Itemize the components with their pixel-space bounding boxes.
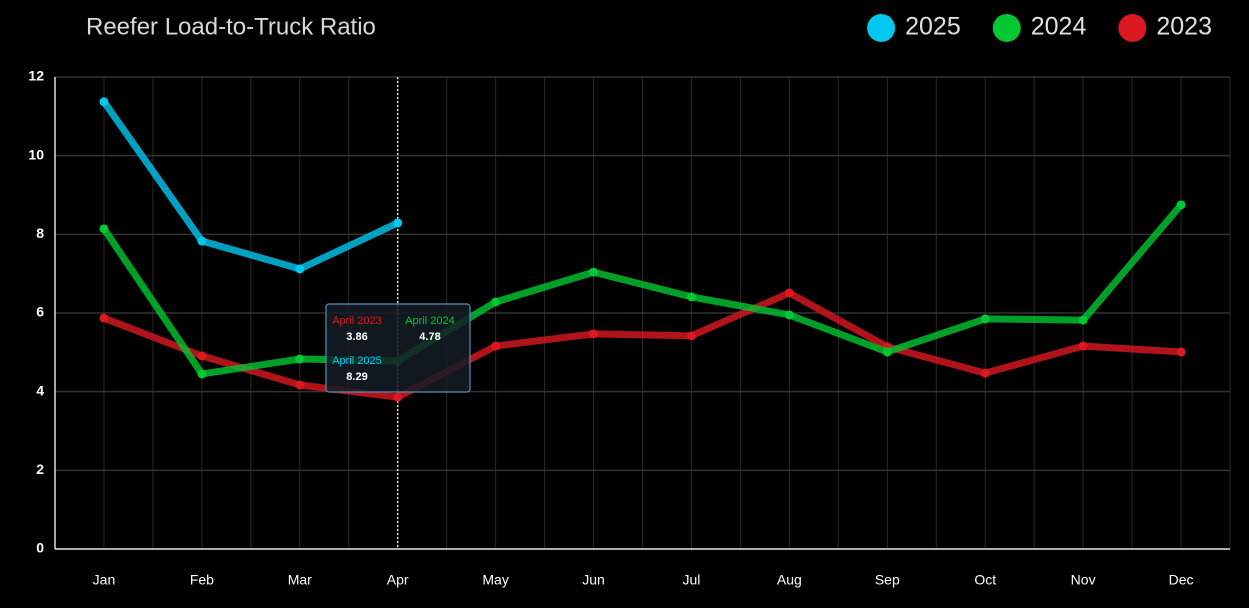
series-point xyxy=(99,224,109,234)
tooltip-label: April 2023 xyxy=(332,315,382,327)
series-point xyxy=(1176,200,1186,210)
legend-label: 2024 xyxy=(1031,13,1087,41)
series-point xyxy=(686,292,696,302)
y-tick-label: 0 xyxy=(36,540,44,556)
y-tick-label: 10 xyxy=(28,146,44,162)
legend-label: 2025 xyxy=(905,13,961,41)
series-line xyxy=(100,98,402,273)
y-tick-label: 4 xyxy=(36,382,44,398)
y-tick-label: 6 xyxy=(36,304,44,320)
series-point xyxy=(295,264,305,274)
tooltip-label: April 2025 xyxy=(332,355,382,367)
x-tick-label: Mar xyxy=(288,572,312,588)
legend-marker xyxy=(867,14,896,42)
x-tick-label: Apr xyxy=(387,572,409,588)
y-tick-label: 2 xyxy=(36,461,44,477)
legend-label: 2023 xyxy=(1156,13,1212,41)
series-line xyxy=(100,289,1185,401)
x-tick-label: Aug xyxy=(777,572,802,588)
series-point xyxy=(393,392,403,402)
tooltip-value: 4.78 xyxy=(419,331,440,343)
tooltip-value: 3.86 xyxy=(346,331,367,343)
series-point xyxy=(197,236,207,246)
series-point xyxy=(1176,347,1186,357)
legend-marker xyxy=(1118,14,1147,42)
series-point xyxy=(393,218,403,228)
series-point xyxy=(197,369,207,379)
x-tick-label: Jun xyxy=(582,572,605,588)
x-tick-label: Feb xyxy=(190,572,214,588)
y-tick-label: 12 xyxy=(28,68,44,84)
series-point xyxy=(882,347,892,357)
series-point xyxy=(99,313,109,323)
tooltip-box xyxy=(325,303,471,393)
series-point xyxy=(686,331,696,341)
series-line xyxy=(100,201,1185,378)
series-point xyxy=(491,341,501,351)
series-point xyxy=(1078,341,1088,351)
series-point xyxy=(784,288,794,298)
x-tick-label: Nov xyxy=(1071,572,1096,588)
series-point xyxy=(295,380,305,390)
series-point xyxy=(491,297,501,307)
chart-title: Reefer Load-to-Truck Ratio xyxy=(86,13,376,40)
x-tick-label: Oct xyxy=(974,572,996,588)
series-point xyxy=(980,314,990,324)
y-tick-label: 8 xyxy=(36,225,44,241)
series-point xyxy=(99,97,109,107)
series-point xyxy=(589,267,599,277)
x-tick-label: Dec xyxy=(1169,572,1194,588)
x-tick-label: Jan xyxy=(93,572,116,588)
series-point xyxy=(784,310,794,320)
x-tick-label: Jul xyxy=(683,572,701,588)
series-point xyxy=(1078,315,1088,325)
x-tick-label: May xyxy=(482,572,508,588)
series-point xyxy=(295,354,305,364)
legend-marker xyxy=(992,14,1021,42)
series-point xyxy=(197,351,207,361)
series-point xyxy=(980,368,990,378)
tooltip-value: 8.29 xyxy=(346,371,367,383)
series-point xyxy=(589,329,599,339)
tooltip-label: April 2024 xyxy=(405,315,455,327)
x-tick-label: Sep xyxy=(875,572,900,588)
